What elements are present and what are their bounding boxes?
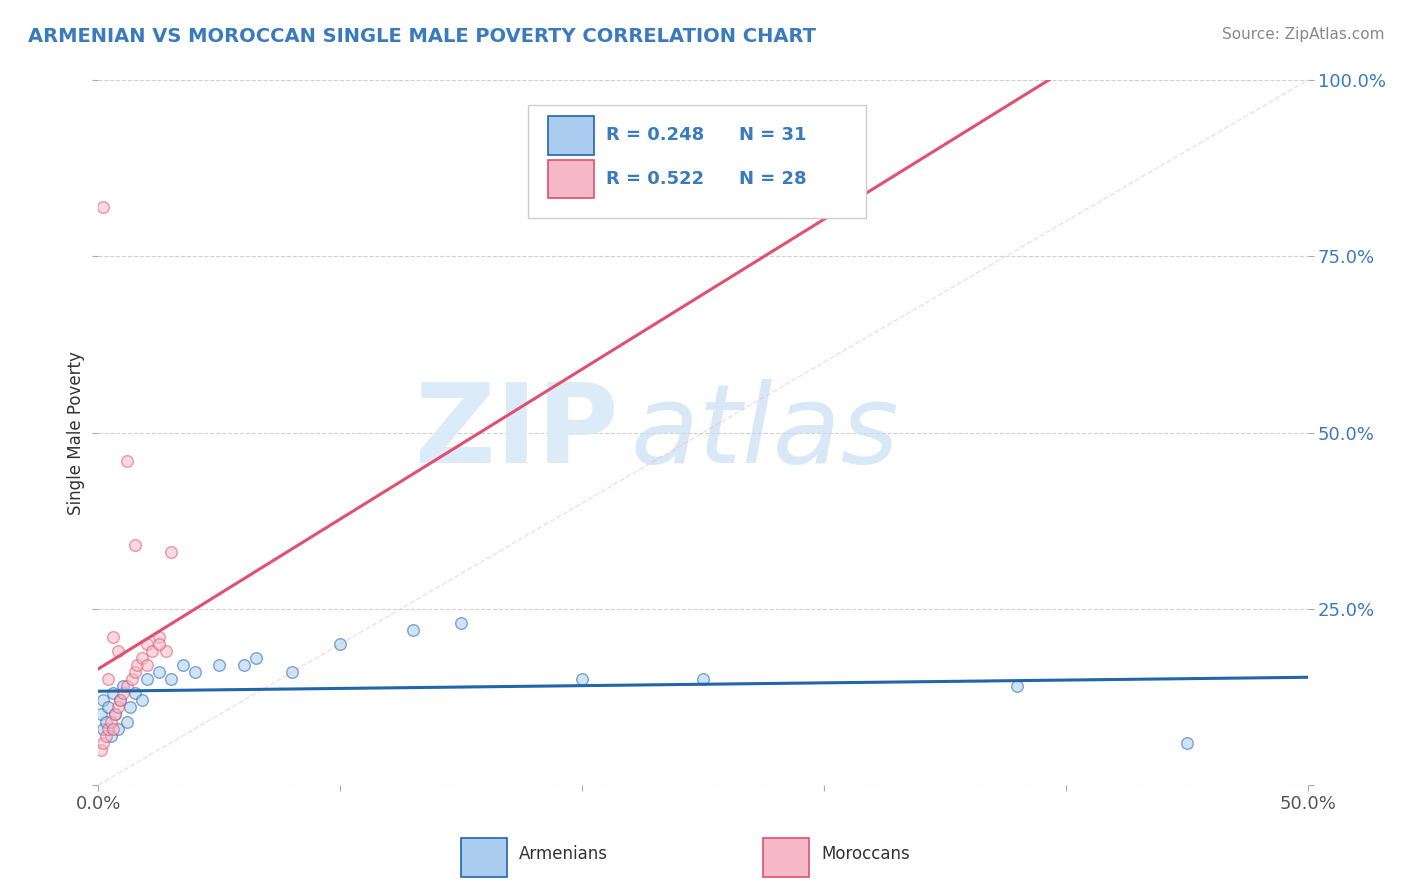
Point [97, 722, 120, 736]
Y-axis label: Single Male Poverty: Single Male Poverty [66, 351, 84, 515]
Point [90, 742, 112, 756]
FancyBboxPatch shape [548, 116, 595, 154]
Point [131, 651, 153, 665]
Text: Source: ZipAtlas.com: Source: ZipAtlas.com [1222, 27, 1385, 42]
Point [135, 658, 157, 673]
Point [135, 673, 157, 687]
Point [107, 722, 129, 736]
Point [100, 714, 122, 729]
Point [104, 707, 127, 722]
Point [131, 693, 153, 707]
Text: R = 0.248: R = 0.248 [606, 127, 704, 145]
Point [135, 637, 157, 651]
Text: Armenians: Armenians [519, 845, 609, 863]
Point [108, 693, 131, 707]
Point [141, 644, 163, 658]
Point [107, 644, 129, 658]
FancyBboxPatch shape [763, 838, 810, 877]
Point [571, 673, 593, 687]
Point [101, 722, 124, 736]
Point [329, 637, 352, 651]
Point [124, 538, 146, 552]
Text: N = 28: N = 28 [740, 170, 807, 188]
Point [148, 637, 170, 651]
Point [101, 630, 124, 644]
Point [208, 658, 231, 673]
FancyBboxPatch shape [548, 160, 595, 198]
Point [91, 200, 114, 214]
Text: atlas: atlas [630, 379, 898, 486]
Point [97, 673, 120, 687]
Point [160, 673, 183, 687]
Point [281, 665, 304, 680]
Text: ZIP: ZIP [415, 379, 619, 486]
Point [148, 630, 170, 644]
Point [232, 658, 254, 673]
Point [172, 658, 194, 673]
Point [97, 700, 120, 714]
Point [450, 615, 472, 630]
Point [184, 665, 207, 680]
Text: ARMENIAN VS MOROCCAN SINGLE MALE POVERTY CORRELATION CHART: ARMENIAN VS MOROCCAN SINGLE MALE POVERTY… [28, 27, 815, 45]
Point [90, 707, 112, 722]
Point [402, 623, 425, 637]
Text: N = 31: N = 31 [740, 127, 807, 145]
Point [107, 700, 129, 714]
FancyBboxPatch shape [461, 838, 508, 877]
FancyBboxPatch shape [527, 105, 866, 218]
Point [108, 693, 131, 707]
Point [94, 729, 117, 743]
Text: Moroccans: Moroccans [821, 845, 910, 863]
Point [148, 665, 170, 680]
Point [124, 686, 146, 700]
Point [100, 729, 122, 743]
Point [692, 673, 714, 687]
Point [101, 686, 124, 700]
Point [245, 651, 267, 665]
Point [1007, 679, 1029, 693]
Point [91, 722, 114, 736]
Point [117, 679, 139, 693]
Point [104, 707, 127, 722]
Point [160, 545, 183, 559]
Point [121, 673, 143, 687]
Point [118, 700, 141, 714]
Point [117, 454, 139, 468]
Point [127, 658, 149, 673]
Point [155, 644, 177, 658]
Point [91, 736, 114, 750]
Point [117, 714, 139, 729]
Point [91, 693, 114, 707]
Point [111, 679, 134, 693]
Point [111, 686, 134, 700]
Point [124, 665, 146, 680]
Text: R = 0.522: R = 0.522 [606, 170, 704, 188]
Point [1175, 736, 1198, 750]
Point [94, 714, 117, 729]
